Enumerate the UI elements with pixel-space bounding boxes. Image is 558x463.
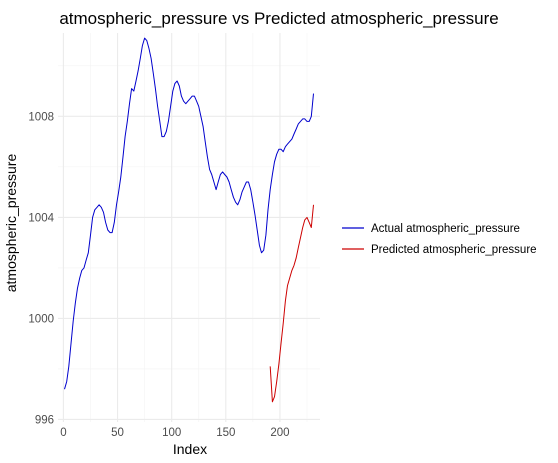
x-axis-ticks: 0 50 100 150 200 bbox=[60, 427, 289, 439]
y-tick-label: 1004 bbox=[28, 212, 54, 224]
y-tick-label: 1008 bbox=[28, 111, 54, 123]
x-tick-label: 0 bbox=[60, 427, 66, 439]
legend-label-predicted: Predicted atmospheric_pressure bbox=[371, 244, 537, 256]
x-tick-label: 100 bbox=[162, 427, 181, 439]
y-tick-label: 996 bbox=[35, 414, 54, 426]
grid-minor bbox=[58, 33, 320, 422]
x-tick-label: 150 bbox=[216, 427, 235, 439]
legend-label-actual: Actual atmospheric_pressure bbox=[371, 223, 520, 235]
x-tick-label: 50 bbox=[111, 427, 124, 439]
legend: Actual atmospheric_pressure Predicted atm… bbox=[342, 223, 537, 256]
y-axis-title: atmospheric_pressure bbox=[3, 154, 19, 293]
plot-panel bbox=[58, 33, 320, 422]
x-axis-title: Index bbox=[173, 441, 207, 457]
x-tick-label: 200 bbox=[270, 427, 289, 439]
y-axis-ticks: 996 1000 1004 1008 bbox=[28, 111, 54, 426]
y-tick-label: 1000 bbox=[28, 313, 54, 325]
series-line-predicted bbox=[269, 204, 314, 403]
grid-major bbox=[58, 33, 320, 422]
chart-title: atmospheric_pressure vs Predicted atmosp… bbox=[59, 9, 498, 28]
series-line-actual bbox=[64, 37, 314, 390]
series-layer bbox=[64, 37, 314, 403]
